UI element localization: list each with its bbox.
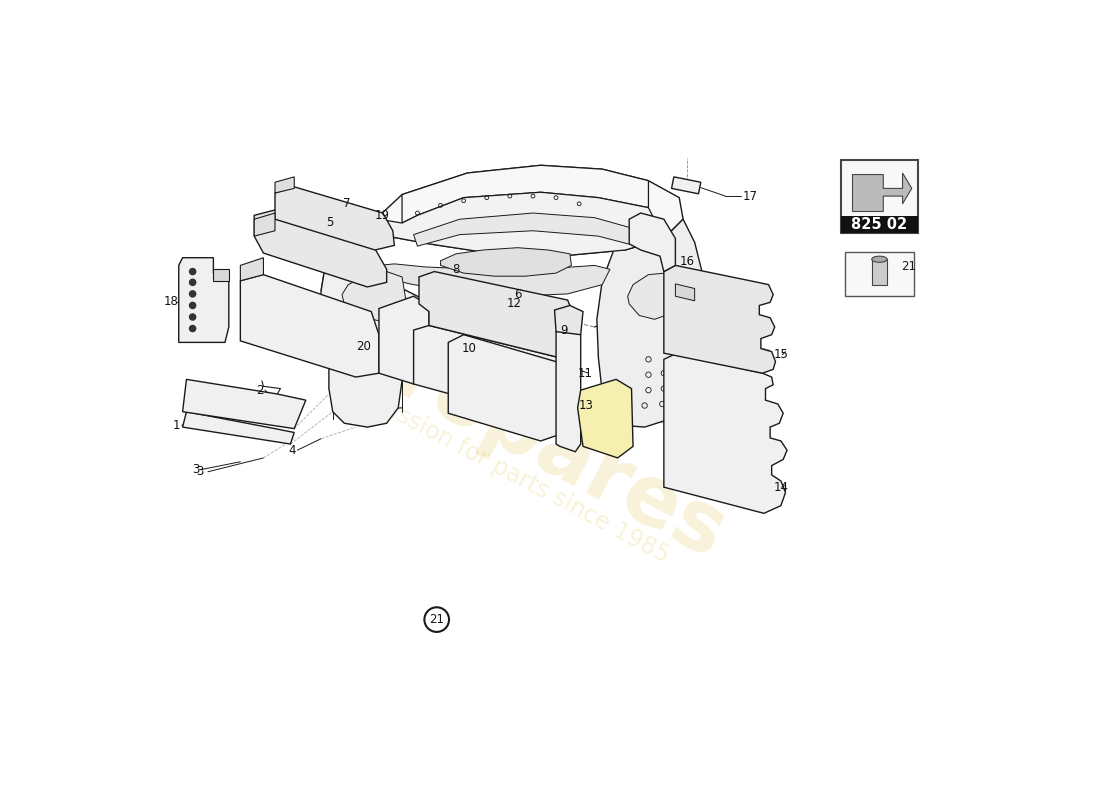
Polygon shape bbox=[664, 354, 788, 514]
Text: 21: 21 bbox=[429, 613, 444, 626]
Polygon shape bbox=[628, 273, 680, 319]
Polygon shape bbox=[178, 258, 229, 342]
Polygon shape bbox=[852, 173, 912, 211]
Polygon shape bbox=[275, 177, 295, 193]
Circle shape bbox=[189, 279, 196, 286]
Polygon shape bbox=[378, 296, 429, 384]
Bar bbox=[842, 216, 917, 233]
Polygon shape bbox=[871, 259, 887, 286]
Text: a passion for parts since 1985: a passion for parts since 1985 bbox=[346, 379, 673, 568]
Polygon shape bbox=[414, 213, 637, 246]
Polygon shape bbox=[275, 187, 395, 250]
Text: 7: 7 bbox=[343, 198, 350, 210]
Polygon shape bbox=[241, 258, 264, 281]
Text: 4: 4 bbox=[288, 444, 296, 457]
Polygon shape bbox=[183, 379, 306, 429]
Polygon shape bbox=[367, 166, 683, 255]
Circle shape bbox=[189, 314, 196, 320]
Circle shape bbox=[189, 302, 196, 309]
Polygon shape bbox=[556, 327, 581, 452]
Polygon shape bbox=[254, 213, 275, 236]
Bar bbox=[845, 251, 914, 296]
Text: 8: 8 bbox=[452, 262, 460, 276]
Circle shape bbox=[189, 326, 196, 332]
Polygon shape bbox=[367, 192, 664, 255]
Polygon shape bbox=[597, 219, 703, 427]
Polygon shape bbox=[578, 379, 634, 458]
Text: 15: 15 bbox=[773, 348, 788, 362]
Polygon shape bbox=[629, 213, 675, 271]
Text: 10: 10 bbox=[462, 342, 477, 355]
Text: 14: 14 bbox=[773, 481, 789, 494]
Polygon shape bbox=[254, 210, 387, 287]
Text: 18: 18 bbox=[163, 295, 178, 308]
Text: 3: 3 bbox=[192, 463, 200, 476]
Polygon shape bbox=[449, 334, 570, 441]
Polygon shape bbox=[213, 270, 229, 281]
Text: 825 02: 825 02 bbox=[851, 217, 907, 232]
Text: 16: 16 bbox=[680, 255, 694, 268]
Polygon shape bbox=[671, 177, 701, 194]
Polygon shape bbox=[414, 326, 573, 421]
Text: 6: 6 bbox=[514, 288, 521, 301]
Text: europäres: europäres bbox=[279, 278, 740, 576]
Polygon shape bbox=[664, 266, 776, 373]
Text: 3: 3 bbox=[196, 466, 204, 478]
Polygon shape bbox=[342, 271, 406, 321]
Text: 2: 2 bbox=[255, 384, 263, 397]
Text: 20: 20 bbox=[356, 340, 371, 353]
Polygon shape bbox=[378, 264, 609, 296]
Text: 19: 19 bbox=[374, 209, 389, 222]
Text: 11: 11 bbox=[578, 366, 593, 380]
Polygon shape bbox=[326, 227, 433, 323]
Text: 5: 5 bbox=[326, 216, 333, 229]
Polygon shape bbox=[419, 271, 578, 358]
Polygon shape bbox=[321, 267, 403, 342]
Text: 21: 21 bbox=[901, 261, 916, 274]
Text: 9: 9 bbox=[560, 324, 568, 338]
Polygon shape bbox=[440, 248, 572, 276]
Circle shape bbox=[189, 269, 196, 274]
Polygon shape bbox=[183, 412, 295, 444]
Text: 1: 1 bbox=[173, 419, 180, 432]
Circle shape bbox=[189, 291, 196, 297]
Polygon shape bbox=[241, 274, 378, 377]
Polygon shape bbox=[675, 284, 695, 301]
Text: 13: 13 bbox=[580, 399, 594, 412]
Text: 17: 17 bbox=[742, 190, 758, 202]
Bar bbox=[842, 160, 917, 233]
Polygon shape bbox=[403, 166, 649, 223]
Ellipse shape bbox=[871, 256, 888, 262]
Text: 12: 12 bbox=[507, 298, 521, 310]
Polygon shape bbox=[554, 306, 583, 334]
Polygon shape bbox=[319, 227, 406, 427]
